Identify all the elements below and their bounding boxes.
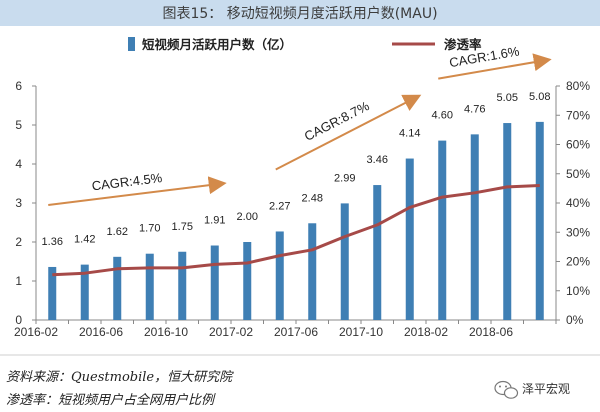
- y-right-tick-label: 40%: [566, 196, 590, 210]
- y-left-tick-label: 5: [15, 118, 22, 132]
- bar-value-label: 1.75: [172, 221, 193, 233]
- x-tick-label: 2018-06: [469, 325, 513, 339]
- title-bar: [0, 0, 600, 26]
- bar: [405, 158, 414, 320]
- x-tick-label: 2018-02: [404, 325, 448, 339]
- cagr-arrow: [438, 53, 552, 80]
- bar-value-label: 4.14: [399, 128, 420, 140]
- y-right-tick-label: 70%: [566, 108, 590, 122]
- wechat-icon: [494, 380, 519, 399]
- x-tick-label: 2017-06: [274, 325, 318, 339]
- cagr-arrow: [48, 176, 227, 206]
- x-tick-label: 2016-02: [14, 325, 58, 339]
- bar-value-label: 1.42: [74, 234, 95, 246]
- bar: [308, 223, 317, 320]
- bar-value-label: 5.05: [497, 92, 518, 104]
- bar-value-label: 5.08: [529, 91, 550, 103]
- bar: [113, 256, 122, 320]
- bar: [535, 121, 544, 320]
- definition-note: 渗透率：短视频用户占全网用户比例: [6, 392, 216, 408]
- legend: 短视频月活跃用户数（亿） 渗透率: [128, 37, 482, 52]
- bar: [340, 203, 349, 320]
- y-left-tick-label: 6: [15, 79, 22, 93]
- watermark-text: 泽平宏观: [522, 381, 570, 396]
- bar-value-label: 2.27: [269, 200, 290, 212]
- bar-value-label: 1.36: [42, 236, 63, 248]
- source-note: 资料来源：Questmobile，恒大研究院: [6, 369, 234, 385]
- y-right-tick-label: 80%: [566, 79, 590, 93]
- y-right-tick-label: 0%: [566, 313, 584, 327]
- y-right-tick-label: 60%: [566, 138, 590, 152]
- y-right-tick-label: 20%: [566, 255, 590, 269]
- y-left-tick-label: 0: [15, 313, 22, 327]
- x-tick-label: 2017-10: [339, 325, 383, 339]
- y-left-tick-label: 4: [15, 157, 22, 171]
- x-tick-label: 2017-02: [209, 325, 253, 339]
- legend-bar-swatch: [128, 37, 135, 51]
- bar-value-label: 1.91: [204, 215, 225, 227]
- bar: [210, 245, 219, 320]
- bar: [80, 264, 89, 320]
- bar-value-label: 2.48: [302, 192, 323, 204]
- legend-bar-label: 短视频月活跃用户数（亿）: [142, 37, 292, 52]
- bar-value-labels: 1.36 1.42 1.62 1.70 1.75 1.91 2.00 2.27 2.48 2.99…: [42, 91, 551, 248]
- legend-line-label: 渗透率: [444, 37, 482, 52]
- figure-title: 图表15： 移动短视频月度活跃用户数(MAU): [162, 5, 437, 22]
- cagr-arrow: [275, 94, 422, 171]
- y-left-tick-label: 2: [15, 235, 22, 249]
- x-tick-label: 2016-10: [144, 325, 188, 339]
- y-right-tick-label: 10%: [566, 284, 590, 298]
- bar: [438, 140, 447, 320]
- bar: [145, 253, 154, 320]
- bar: [470, 134, 479, 320]
- y-left-ticks: 0 1 2 3 4 5 6: [15, 79, 36, 327]
- y-right-tick-label: 50%: [566, 167, 590, 181]
- bar-value-label: 4.76: [464, 103, 485, 115]
- bar-value-label: 3.46: [367, 154, 388, 166]
- x-tick-labels: 2016-02 2016-06 2016-10 2017-02 2017-06 2017-…: [14, 320, 557, 339]
- y-left-tick-label: 3: [15, 196, 22, 210]
- line-series: [52, 184, 540, 277]
- bar-series: [48, 121, 544, 320]
- bar: [503, 123, 512, 320]
- bar-value-label: 1.70: [139, 223, 160, 235]
- bar-value-label: 2.00: [237, 211, 258, 223]
- bar-value-label: 1.62: [107, 226, 128, 238]
- bar: [178, 251, 187, 320]
- y-left-tick-label: 1: [15, 274, 22, 288]
- cagr-label: CAGR:4.5%: [91, 170, 164, 194]
- y-right-ticks: 0% 10% 20% 30% 40% 50% 60% 70% 80%: [556, 79, 590, 327]
- bar: [373, 185, 382, 320]
- bar: [243, 242, 252, 320]
- bar: [48, 266, 57, 320]
- x-tick-label: 2016-06: [79, 325, 123, 339]
- watermark: 泽平宏观: [494, 380, 570, 399]
- penetration-line: [52, 184, 540, 277]
- y-right-tick-label: 30%: [566, 225, 590, 239]
- bar-value-label: 2.99: [334, 172, 355, 184]
- bar-value-label: 4.60: [432, 110, 453, 122]
- bar: [275, 231, 284, 320]
